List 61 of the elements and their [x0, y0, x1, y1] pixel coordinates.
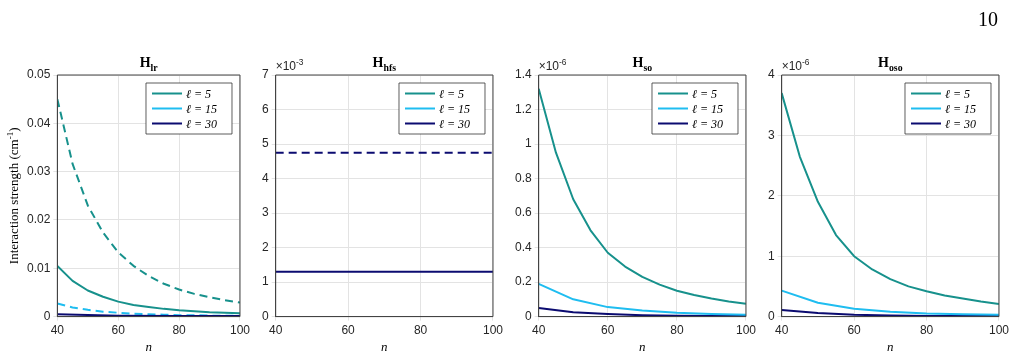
legend-label: ℓ = 30: [691, 116, 724, 131]
y-tick-label: 0.04: [27, 115, 51, 130]
y-tick-label: 0.02: [27, 212, 51, 227]
legend-label: ℓ = 30: [944, 116, 977, 131]
y-tick-label: 4: [767, 67, 775, 82]
x-tick-label: 100: [988, 323, 1010, 338]
legend-label: ℓ = 15: [691, 101, 724, 116]
x-tick-label: 80: [172, 323, 187, 338]
y-tick-label: 1.4: [514, 67, 532, 82]
y-tick-label: 0.8: [514, 170, 532, 185]
y-tick-label: 2: [261, 239, 269, 254]
x-tick-label: 100: [229, 323, 251, 338]
y-axis-title: Interaction strength (cm-1): [4, 127, 21, 265]
legend-label: ℓ = 5: [438, 86, 465, 101]
x-tick-label: 100: [735, 323, 757, 338]
y-tick-label: 3: [261, 205, 269, 220]
legend-label: ℓ = 15: [944, 101, 977, 116]
y-tick-label: 6: [261, 101, 269, 116]
legend-label: ℓ = 15: [438, 101, 471, 116]
y-tick-label: 0.03: [27, 163, 51, 178]
legend-label: ℓ = 5: [185, 86, 212, 101]
x-axis-title: n: [145, 338, 152, 354]
y-tick-label: 0.01: [27, 260, 51, 275]
y-tick-label: 1: [524, 136, 532, 151]
x-tick-label: 60: [341, 323, 356, 338]
legend-label: ℓ = 30: [438, 116, 471, 131]
y-tick-label: 3: [767, 127, 775, 142]
x-tick-label: 60: [847, 323, 862, 338]
y-tick-label: 2: [767, 188, 775, 203]
legend-label: ℓ = 30: [185, 116, 218, 131]
x-tick-label: 40: [50, 323, 65, 338]
y-tick-label: 7: [261, 67, 269, 82]
x-tick-label: 40: [268, 323, 283, 338]
x-tick-label: 80: [413, 323, 428, 338]
x-axis-title: n: [639, 338, 646, 354]
x-tick-label: 40: [774, 323, 789, 338]
y-tick-label: 4: [261, 170, 269, 185]
y-tick-label: 0.6: [514, 205, 532, 220]
y-tick-label: 1: [261, 274, 269, 289]
y-tick-label: 0.05: [27, 67, 51, 82]
y-tick-label: 0.4: [514, 239, 532, 254]
x-tick-label: 60: [601, 323, 615, 338]
y-tick-label: 0: [43, 308, 51, 323]
y-tick-label: 0: [524, 308, 532, 323]
y-tick-label: 1.2: [514, 101, 532, 116]
x-tick-label: 40: [532, 323, 546, 338]
x-axis-title: n: [887, 338, 894, 354]
x-tick-label: 100: [482, 323, 504, 338]
x-axis-title: n: [381, 338, 388, 354]
x-tick-label: 80: [670, 323, 684, 338]
y-tick-label: 1: [767, 248, 775, 263]
y-tick-label: 0: [261, 308, 269, 323]
text: 10: [978, 8, 998, 31]
legend-label: ℓ = 5: [944, 86, 971, 101]
y-tick-label: 0.2: [514, 274, 532, 289]
x-tick-label: 60: [111, 323, 126, 338]
legend-label: ℓ = 5: [691, 86, 718, 101]
y-tick-label: 0: [767, 308, 775, 323]
y-tick-label: 5: [261, 136, 269, 151]
legend-label: ℓ = 15: [185, 101, 218, 116]
x-tick-label: 80: [919, 323, 934, 338]
